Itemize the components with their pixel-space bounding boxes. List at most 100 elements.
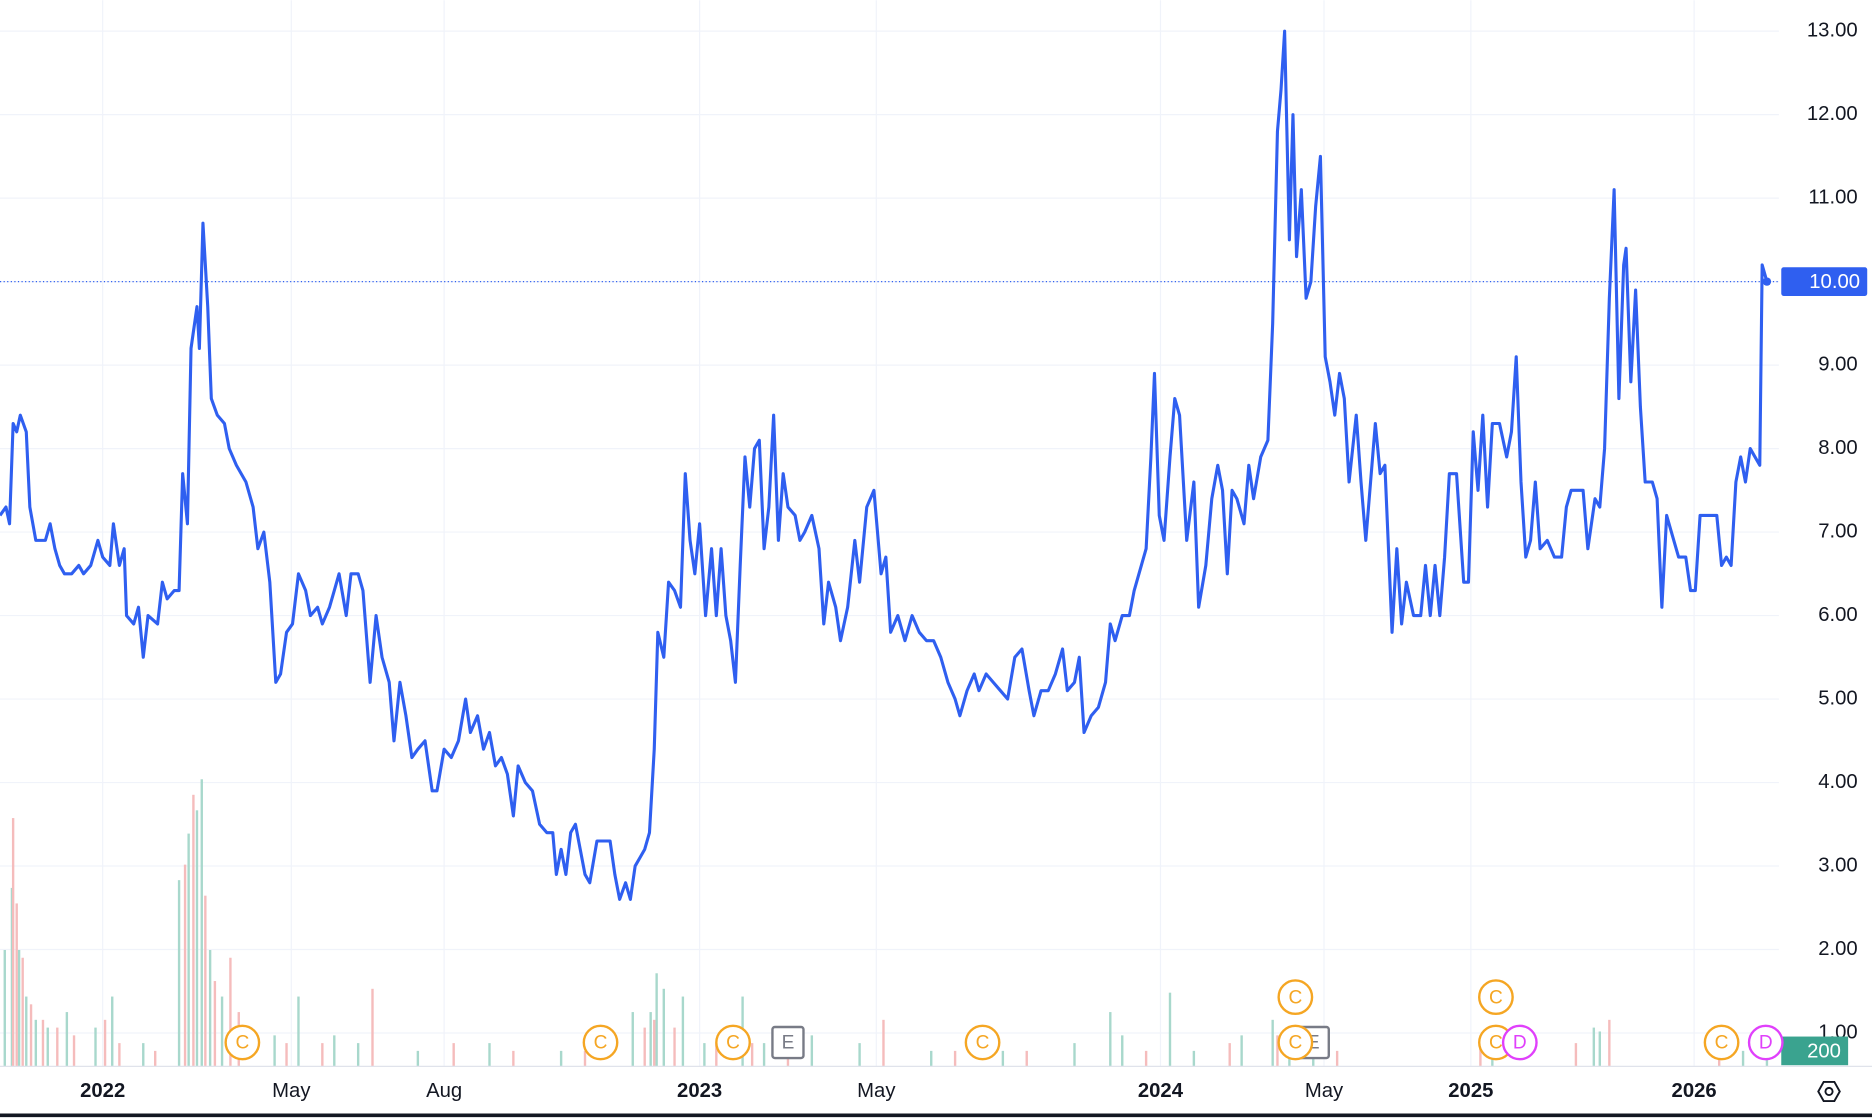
event-label: C — [1489, 987, 1503, 1008]
volume-bar — [653, 1019, 656, 1067]
volume-bar — [559, 1050, 563, 1067]
volume-bar — [333, 1035, 336, 1067]
volume-bar — [1240, 1035, 1243, 1067]
volume-bar — [583, 1050, 587, 1067]
volume-bar — [25, 996, 28, 1067]
volume-bar — [953, 1050, 957, 1067]
volume-bar — [1192, 1050, 1196, 1067]
volume-bar — [750, 1043, 754, 1067]
y-tick-label: 9.00 — [1818, 353, 1857, 375]
volume-bar — [1168, 992, 1172, 1067]
y-tick-label: 13.00 — [1807, 20, 1858, 42]
volume-bar — [452, 1043, 455, 1067]
y-tick-label: 12.00 — [1807, 103, 1858, 125]
x-tick-label: 2023 — [677, 1080, 722, 1102]
event-label: C — [1288, 987, 1302, 1008]
settings-icon[interactable] — [1817, 1080, 1841, 1102]
volume-bar — [703, 1043, 706, 1067]
volume-bar — [681, 996, 685, 1067]
volume-bar — [204, 895, 207, 1067]
volume-bar — [208, 949, 212, 1067]
volume-bar — [673, 1027, 676, 1067]
volume-bar — [21, 957, 24, 1067]
volume-bar — [72, 1035, 76, 1067]
event-label: C — [1489, 1033, 1503, 1054]
event-marker — [1501, 1024, 1538, 1061]
volume-bar — [416, 1050, 420, 1067]
volume-bar — [1608, 1019, 1611, 1067]
volume-bar — [192, 794, 195, 1067]
volume-bar — [662, 988, 665, 1067]
volume-bar — [1073, 1043, 1076, 1067]
x-tick-label: Aug — [426, 1080, 462, 1102]
volume-bar — [220, 996, 224, 1067]
event-marker — [964, 1024, 1001, 1061]
volume-bar — [297, 996, 300, 1067]
last-price-label: 10.00 — [1809, 271, 1860, 293]
volume-bar — [1335, 1050, 1339, 1067]
volume-bar — [94, 1027, 97, 1067]
volume-bar — [46, 1027, 49, 1067]
volume-bar — [195, 810, 199, 1067]
volume-bar — [1228, 1043, 1231, 1067]
volume-bar — [229, 957, 232, 1067]
x-tick-label: May — [857, 1080, 896, 1102]
event-label: C — [1715, 1033, 1729, 1054]
volume — [3, 779, 1769, 1067]
volume-bar — [29, 1004, 33, 1067]
volume-bar — [321, 1043, 324, 1067]
x-tick-label: 2022 — [80, 1080, 125, 1102]
volume-bar — [488, 1043, 491, 1067]
volume-bar — [1271, 1019, 1274, 1067]
event-label: E — [782, 1033, 795, 1054]
volume-bar — [15, 903, 18, 1067]
event-label: C — [1288, 1033, 1302, 1054]
volume-bar — [154, 1050, 157, 1067]
volume-bar — [1276, 1035, 1279, 1067]
last-volume-label: 200 — [1807, 1040, 1841, 1062]
volume-bar — [1025, 1050, 1028, 1067]
volume-bar — [1592, 1027, 1596, 1067]
volume-bar — [142, 1043, 145, 1067]
volume-bar — [512, 1050, 515, 1067]
volume-bar — [177, 880, 181, 1067]
event-marker — [582, 1024, 619, 1061]
volume-bar — [3, 949, 6, 1067]
price-line — [0, 29, 1769, 901]
volume-bar — [285, 1043, 288, 1067]
y-tick-label: 4.00 — [1818, 771, 1857, 793]
volume-bar — [1121, 1035, 1124, 1067]
event-marker — [1747, 1024, 1784, 1061]
volume-bar — [371, 988, 374, 1067]
volume-bar — [1109, 1012, 1112, 1067]
event-label: D — [1759, 1033, 1773, 1054]
volume-bar — [631, 1012, 634, 1067]
volume-bar — [715, 1043, 718, 1067]
volume-bar — [118, 1043, 121, 1067]
event-marker — [1277, 979, 1314, 1016]
volume-bar — [273, 1035, 276, 1067]
event-marker — [1703, 1024, 1740, 1061]
volume-bar — [111, 996, 114, 1067]
volume-bar — [1574, 1043, 1578, 1067]
volume-bar — [810, 1035, 814, 1067]
x-tick-label: 2025 — [1448, 1080, 1493, 1102]
event-label: C — [976, 1033, 990, 1054]
plot — [0, 29, 1779, 901]
y-tick-label: 5.00 — [1818, 687, 1857, 709]
y-tick-label: 7.00 — [1818, 520, 1857, 542]
volume-bar — [930, 1050, 933, 1067]
y-tick-label: 8.00 — [1818, 437, 1857, 459]
event-marker — [715, 1024, 751, 1061]
y-tick-label: 11.00 — [1808, 186, 1857, 208]
volume-bar — [649, 1012, 652, 1067]
x-tick-label: May — [1305, 1080, 1344, 1102]
volume-bar — [34, 1019, 38, 1067]
volume-bar — [17, 949, 21, 1067]
x-tick-label: 2026 — [1672, 1080, 1717, 1102]
volume-bar — [41, 1019, 45, 1067]
